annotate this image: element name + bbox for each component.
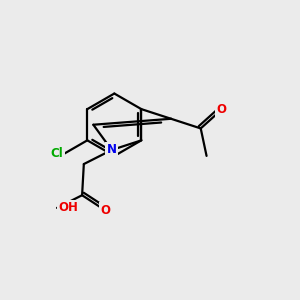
Text: OH: OH xyxy=(58,201,78,214)
Text: O: O xyxy=(100,204,111,217)
Text: Cl: Cl xyxy=(50,147,63,160)
Text: N: N xyxy=(107,143,117,157)
Text: O: O xyxy=(217,103,226,116)
